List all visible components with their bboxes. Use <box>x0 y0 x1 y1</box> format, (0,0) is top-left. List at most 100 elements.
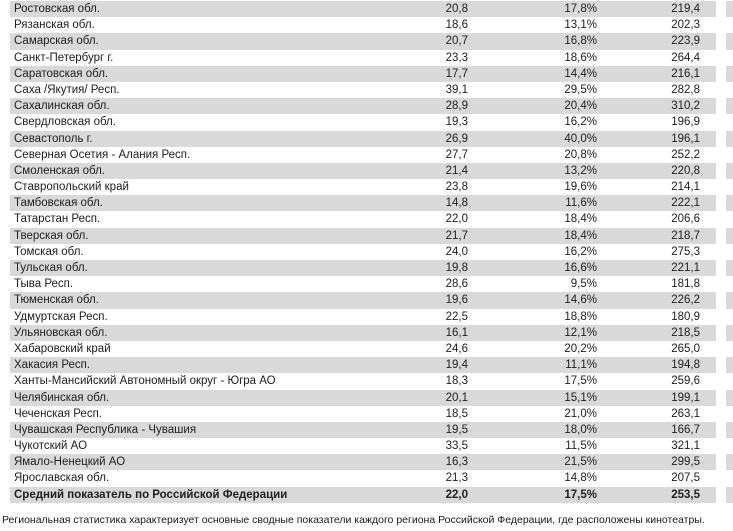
value-cell-3: 222,1 <box>671 197 700 210</box>
region-name-cell: Северная Осетия - Алания Респ. <box>14 148 191 161</box>
value-cell-3: 299,5 <box>671 456 700 469</box>
left-margin <box>0 98 10 114</box>
column-gutter <box>716 470 726 486</box>
region-name-cell: Ставропольский край <box>14 181 129 194</box>
next-column-sliver <box>726 373 733 389</box>
column-gutter <box>716 114 726 130</box>
value-cell-3: 219,4 <box>671 3 700 15</box>
left-margin <box>0 195 10 211</box>
value-cell-1: 22,5 <box>445 310 468 323</box>
table-row: Хабаровский край 24,6 20,2% 265,0 <box>0 341 733 357</box>
column-gutter <box>716 17 726 33</box>
region-name-cell: Чукотский АО <box>14 440 88 453</box>
value-cell-2: 11,5% <box>565 440 597 453</box>
left-margin <box>0 114 10 130</box>
value-cell-2: 18,0% <box>564 423 597 436</box>
row-band: Средний показатель по Российской Федерац… <box>10 486 716 503</box>
region-name-cell: Хакасия Респ. <box>14 359 91 372</box>
row-band: Ульяновская обл. 16,1 12,1% 218,5 <box>10 324 716 341</box>
left-margin <box>0 66 10 82</box>
value-cell-3: 321,1 <box>671 440 700 453</box>
left-margin <box>0 276 10 292</box>
value-cell-2: 11,6% <box>565 197 597 210</box>
region-name-cell: Сахалинская обл. <box>14 100 110 113</box>
region-name-cell: Томская обл. <box>14 245 84 258</box>
table-row: Ярославская обл. 21,3 14,8% 207,5 <box>0 470 733 486</box>
next-column-sliver <box>726 98 733 115</box>
table-rows: Ростовская обл. 20,8 17,8% 219,4 Рязанск… <box>0 1 733 487</box>
region-name-cell: Чувашская Республика - Чувашия <box>14 423 197 436</box>
column-gutter <box>716 131 726 147</box>
region-name-cell: Тыва Респ. <box>14 278 74 291</box>
table-row: Самарская обл. 20,7 16,8% 223,9 <box>0 33 733 50</box>
value-cell-1: 16,1 <box>445 326 468 339</box>
table-row: Тамбовская обл. 14,8 11,6% 222,1 <box>0 195 733 212</box>
column-gutter <box>716 454 726 470</box>
next-column-sliver <box>726 324 733 341</box>
left-margin <box>0 438 10 454</box>
region-name-cell: Самарская обл. <box>14 35 99 48</box>
value-cell-1: 33,5 <box>445 440 468 453</box>
value-cell-1: 21,3 <box>445 472 468 485</box>
column-gutter <box>716 390 726 406</box>
left-margin <box>0 357 10 373</box>
column-gutter <box>716 406 726 422</box>
region-name-cell: Свердловская обл. <box>14 116 116 129</box>
row-band: Тульская обл. 19,8 16,6% 221,1 <box>10 260 716 277</box>
value-cell-2: 17,5% <box>564 375 597 388</box>
column-gutter <box>716 309 726 325</box>
value-cell-3: 181,8 <box>671 278 700 291</box>
row-band: Саха /Якутия/ Респ. 39,1 29,5% 282,8 <box>10 82 716 98</box>
value-cell-1: 23,8 <box>445 181 468 194</box>
column-gutter <box>716 33 726 49</box>
row-band: Самарская обл. 20,7 16,8% 223,9 <box>10 33 716 50</box>
value-cell-1: 39,1 <box>445 83 468 96</box>
summary-row: Средний показатель по Российской Федерац… <box>0 486 733 503</box>
value-cell-3: 196,1 <box>671 132 700 145</box>
row-band: Ханты-Мансийский Автономный округ - Югра… <box>10 373 716 389</box>
value-cell-1: 18,6 <box>445 19 468 32</box>
row-band: Тамбовская обл. 14,8 11,6% 222,1 <box>10 195 716 212</box>
value-cell-2: 17,8% <box>564 3 597 15</box>
column-gutter <box>716 244 726 260</box>
summary-label-cell: Средний показатель по Российской Федерац… <box>14 488 288 501</box>
next-column-sliver <box>726 130 733 147</box>
left-margin <box>0 33 10 49</box>
value-cell-2: 14,8% <box>564 472 597 485</box>
left-margin <box>0 406 10 422</box>
region-name-cell: Севастополь г. <box>14 132 93 145</box>
next-column-sliver <box>726 454 733 471</box>
value-cell-1: 20,1 <box>445 391 468 404</box>
column-gutter <box>716 195 726 211</box>
row-band: Татарстан Респ. 22,0 18,4% 206,6 <box>10 211 716 227</box>
row-band: Санкт-Петербург г. 23,3 18,6% 264,4 <box>10 50 716 66</box>
value-cell-2: 16,2% <box>564 116 597 129</box>
summary-value-cell-3: 253,5 <box>671 488 700 501</box>
next-column-sliver <box>726 147 733 163</box>
table-row: Татарстан Респ. 22,0 18,4% 206,6 <box>0 211 733 227</box>
next-column-sliver <box>726 309 733 325</box>
value-cell-1: 28,6 <box>445 278 468 291</box>
table-row: Саха /Якутия/ Респ. 39,1 29,5% 282,8 <box>0 82 733 98</box>
value-cell-2: 29,5% <box>564 83 597 96</box>
column-gutter <box>716 292 726 308</box>
value-cell-2: 16,6% <box>564 262 597 274</box>
value-cell-1: 22,0 <box>445 213 468 226</box>
value-cell-1: 27,7 <box>445 148 468 161</box>
next-column-sliver <box>726 276 733 292</box>
region-name-cell: Ханты-Мансийский Автономный округ - Югра… <box>14 375 276 388</box>
value-cell-1: 18,5 <box>445 407 468 420</box>
value-cell-2: 18,4% <box>564 213 597 226</box>
table-row: Севастополь г. 26,9 40,0% 196,1 <box>0 130 733 147</box>
value-cell-1: 21,4 <box>445 164 468 177</box>
region-name-cell: Удмуртская Респ. <box>14 310 108 323</box>
row-band: Саратовская обл. 17,7 14,4% 216,1 <box>10 65 716 82</box>
left-margin <box>0 373 10 389</box>
table-row: Санкт-Петербург г. 23,3 18,6% 264,4 <box>0 50 733 66</box>
next-column-sliver <box>726 292 733 309</box>
row-band: Тюменская обл. 19,6 14,6% 226,2 <box>10 292 716 309</box>
value-cell-3: 259,6 <box>671 375 700 388</box>
left-margin <box>0 325 10 341</box>
table-row: Челябинская обл. 20,1 15,1% 199,1 <box>0 389 733 406</box>
table-row: Чувашская Республика - Чувашия 19,5 18,0… <box>0 421 733 439</box>
